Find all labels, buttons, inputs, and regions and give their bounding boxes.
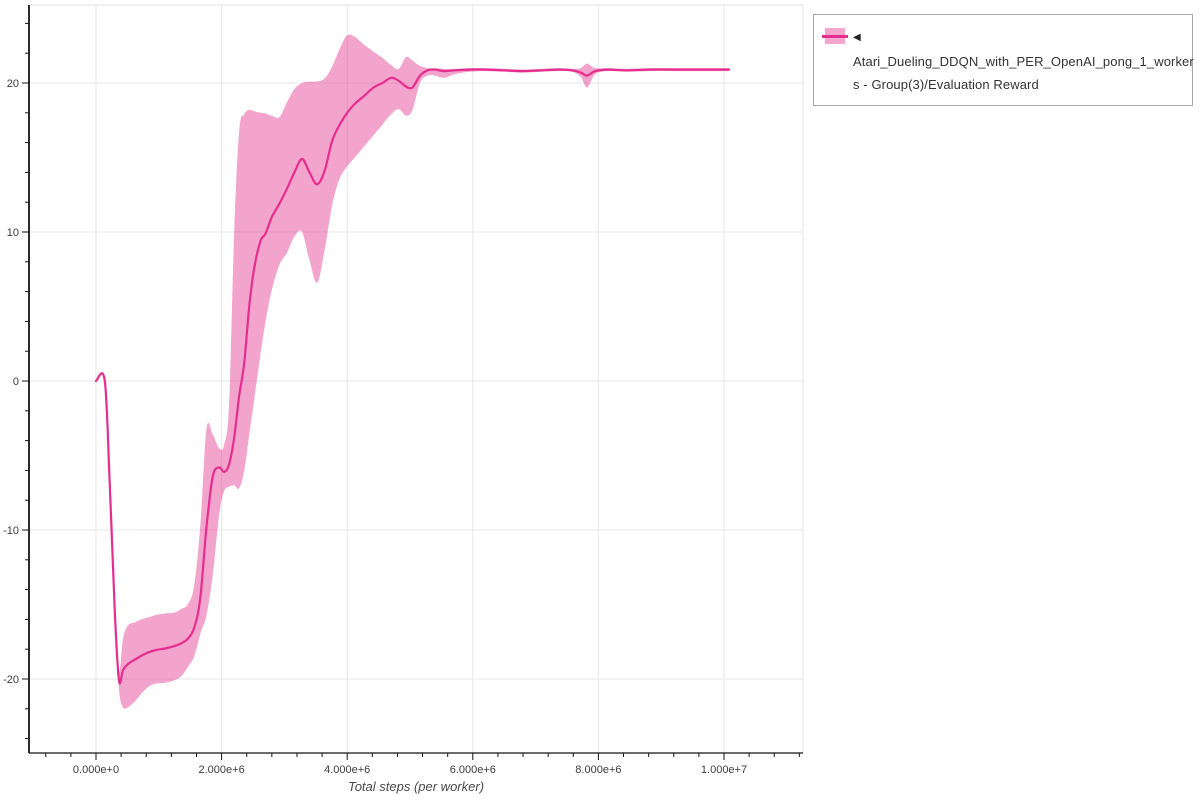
legend: ◀Atari_Dueling_DDQN_with_PER_OpenAI_pong… bbox=[813, 14, 1194, 106]
x-tick-label: 0.000e+0 bbox=[73, 764, 119, 776]
y-tick-label: 10 bbox=[7, 227, 19, 239]
gridlines bbox=[29, 4, 804, 753]
y-tick-label: -20 bbox=[3, 674, 19, 686]
x-tick-label: 1.000e+7 bbox=[701, 764, 747, 776]
legend-line-icon bbox=[822, 34, 848, 38]
y-tick-label: -10 bbox=[3, 525, 19, 537]
y-tick-label: 0 bbox=[13, 376, 19, 388]
legend-label-line2: s - Group(3)/Evaluation Reward bbox=[853, 77, 1039, 92]
legend-item[interactable]: ◀Atari_Dueling_DDQN_with_PER_OpenAI_pong… bbox=[853, 25, 1194, 96]
cursor-left-icon: ◀ bbox=[853, 32, 861, 43]
legend-label-line1: ◀Atari_Dueling_DDQN_with_PER_OpenAI_pong… bbox=[853, 25, 1194, 73]
plot-area[interactable] bbox=[29, 5, 803, 753]
x-tick-label: 8.000e+6 bbox=[575, 764, 621, 776]
x-axis-title: Total steps (per worker) bbox=[348, 779, 484, 794]
x-tick-label: 4.000e+6 bbox=[324, 764, 370, 776]
confidence-band bbox=[96, 34, 729, 709]
legend-band-icon bbox=[822, 28, 848, 44]
x-tick-label: 2.000e+6 bbox=[199, 764, 245, 776]
y-tick-label: 20 bbox=[7, 78, 19, 90]
x-tick-label: 6.000e+6 bbox=[450, 764, 496, 776]
mean-line bbox=[94, 68, 731, 685]
